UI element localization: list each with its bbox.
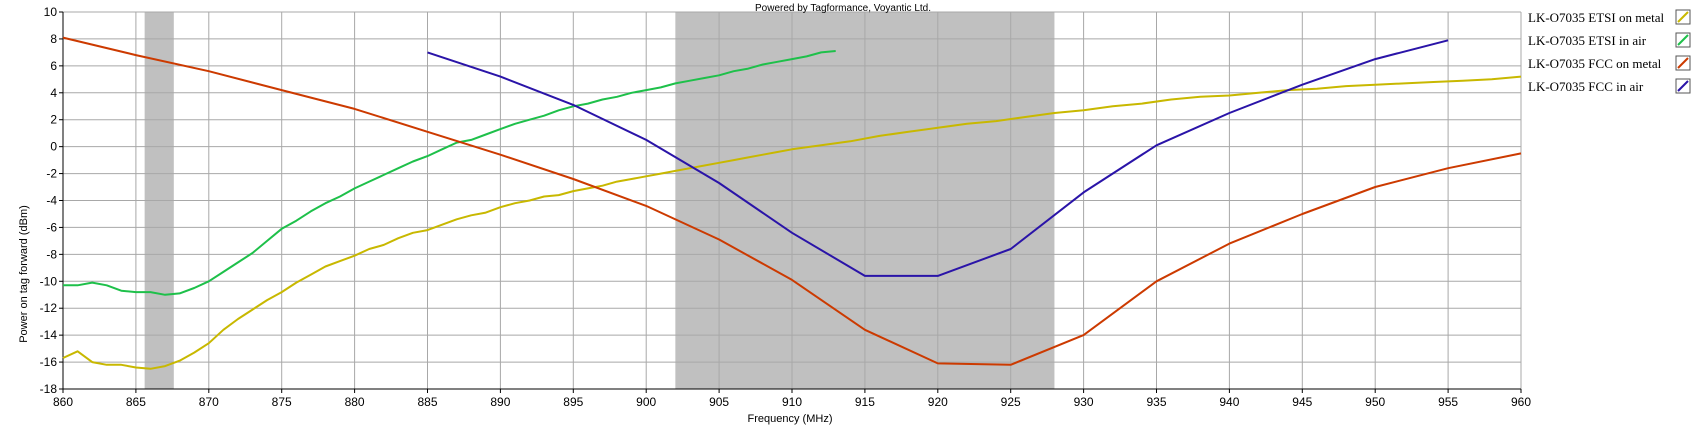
legend-swatch-line	[1677, 11, 1689, 23]
series-line-2	[63, 50, 836, 296]
x-tick-label: 920	[928, 395, 948, 409]
y-axis-title: Power on tag forward (dBm)	[18, 205, 30, 343]
x-axis-title: Frequency (MHz)	[748, 413, 833, 425]
y-tick-label: 6	[50, 59, 57, 73]
y-tick-label: -10	[40, 274, 58, 288]
x-tick-label: 865	[126, 395, 146, 409]
x-tick-label: 930	[1074, 395, 1094, 409]
y-tick-label: -2	[46, 167, 57, 181]
legend[interactable]: LK-O7035 ETSI on metal LK-O7035 ETSI in a…	[1528, 9, 1691, 94]
y-tick-label: 10	[44, 5, 58, 19]
series-line-4	[427, 39, 1449, 277]
x-tick-label: 945	[1292, 395, 1312, 409]
legend-swatch-line	[1677, 57, 1689, 69]
x-tick-label: 935	[1146, 395, 1166, 409]
legend-swatch-line	[1677, 34, 1689, 46]
x-tick-label: 880	[345, 395, 365, 409]
legend-item-4[interactable]: LK-O7035 FCC in air	[1528, 78, 1691, 94]
x-tick-label: 860	[53, 395, 73, 409]
x-tick-label: 910	[782, 395, 802, 409]
x-tick-label: 925	[1001, 395, 1021, 409]
y-tick-label: -16	[40, 355, 58, 369]
y-tick-label: 4	[50, 86, 57, 100]
series-line-1	[62, 75, 1522, 370]
legend-item-2[interactable]: LK-O7035 ETSI in air	[1528, 32, 1691, 48]
legend-label: LK-O7035 ETSI on metal	[1528, 10, 1665, 25]
legend-label: LK-O7035 FCC on metal	[1528, 56, 1662, 71]
legend-label: LK-O7035 FCC in air	[1528, 79, 1644, 94]
y-tick-label: -8	[46, 247, 57, 261]
y-tick-label: -14	[40, 328, 58, 342]
x-tick-label: 870	[199, 395, 219, 409]
series-lines	[62, 36, 1522, 370]
legend-label: LK-O7035 ETSI in air	[1528, 33, 1647, 48]
x-tick-label: 905	[709, 395, 729, 409]
legend-item-3[interactable]: LK-O7035 FCC on metal	[1528, 55, 1691, 71]
x-tick-label: 885	[417, 395, 437, 409]
legend-swatch-line	[1677, 80, 1689, 92]
x-tick-label: 950	[1365, 395, 1385, 409]
x-tick-label: 915	[855, 395, 875, 409]
series-line-3	[62, 36, 1522, 366]
y-tick-label: -6	[46, 220, 57, 234]
x-tick-label: 900	[636, 395, 656, 409]
x-tick-label: 955	[1438, 395, 1458, 409]
x-tick-label: 875	[272, 395, 292, 409]
legend-item-1[interactable]: LK-O7035 ETSI on metal	[1528, 9, 1691, 25]
chart-credit: Powered by Tagformance, Voyantic Ltd.	[755, 3, 931, 14]
x-tick-label: 890	[490, 395, 510, 409]
y-tick-label: 2	[50, 113, 57, 127]
y-tick-label: -4	[46, 194, 57, 208]
x-tick-label: 895	[563, 395, 583, 409]
y-tick-label: 0	[50, 140, 57, 154]
axes	[59, 11, 1522, 393]
y-tick-label: -12	[40, 301, 58, 315]
tick-labels: 860 865 870 875 880 885 890 895 900 905 910 915 920 9…	[40, 5, 1532, 409]
y-tick-label: 8	[50, 32, 57, 46]
x-tick-label: 960	[1511, 395, 1531, 409]
y-tick-label: -18	[40, 382, 58, 396]
grid-lines	[62, 11, 1522, 390]
x-tick-label: 940	[1219, 395, 1239, 409]
